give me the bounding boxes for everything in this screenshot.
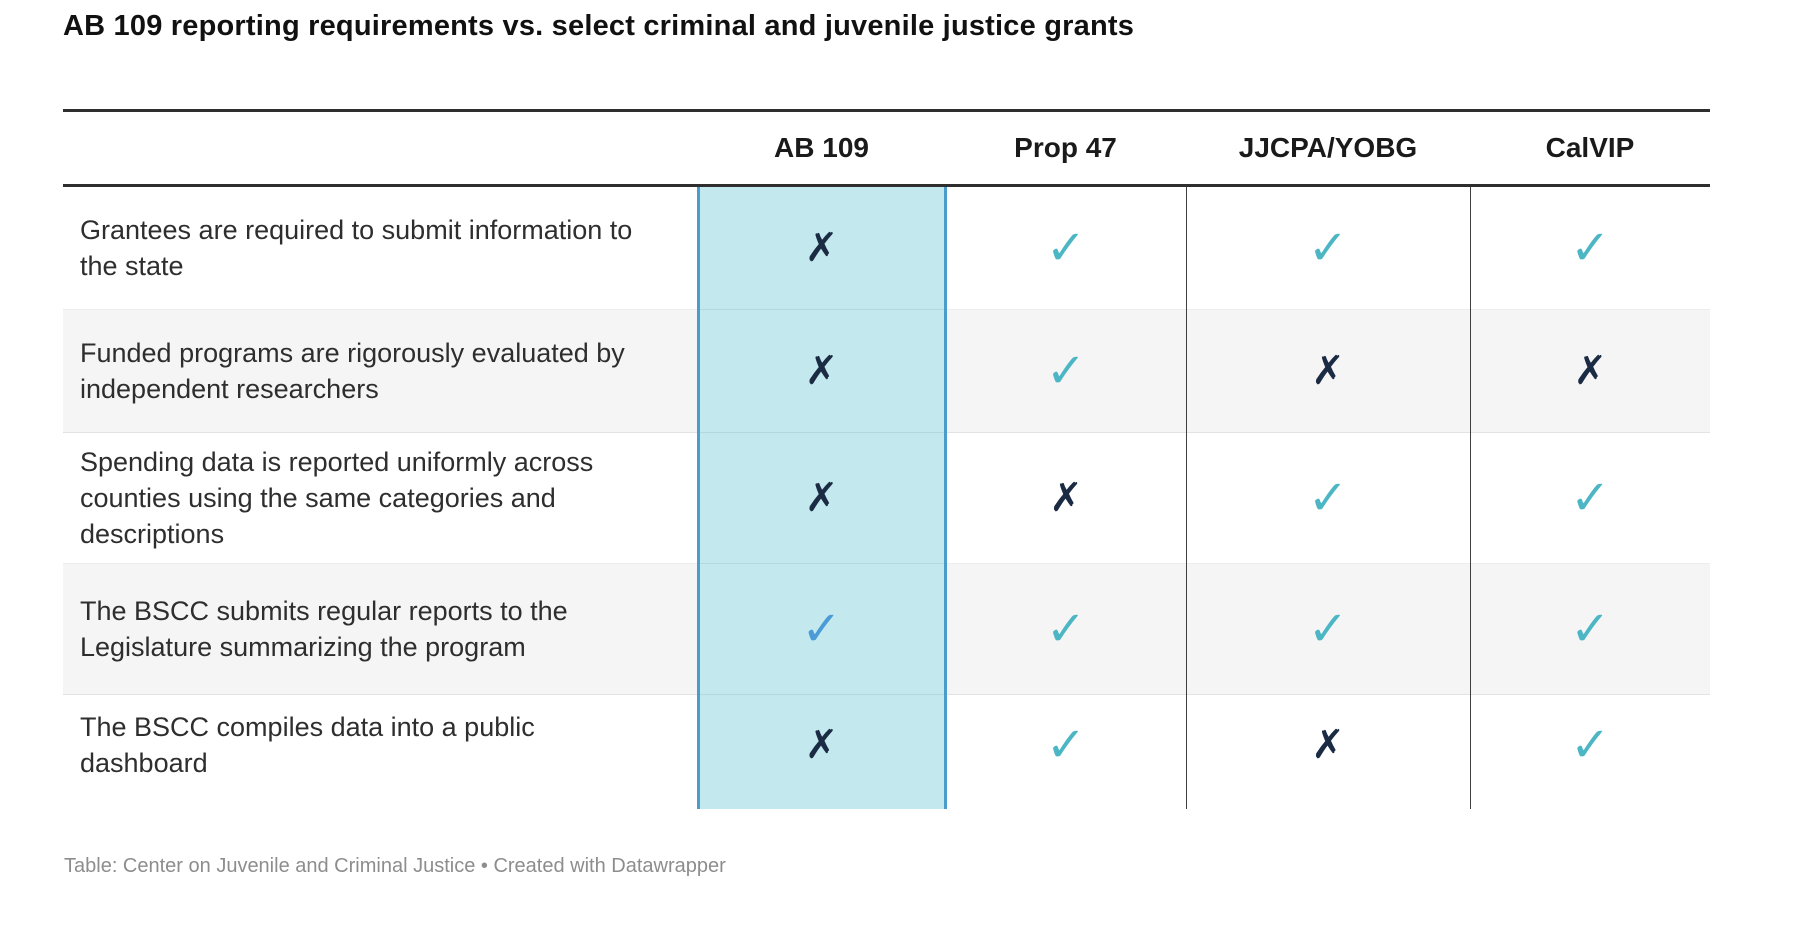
cell-calvip: ✓ — [1469, 432, 1710, 564]
row-label: Funded programs are rigorously evaluated… — [63, 309, 698, 433]
cell-ab-109: ✗ — [696, 185, 947, 310]
row-label: The BSCC compiles data into a public das… — [63, 694, 698, 795]
table-row: The BSCC submits regular reports to the … — [63, 563, 1710, 695]
spacer-cell — [696, 795, 947, 809]
check-icon: ✓ — [1570, 220, 1611, 276]
cross-icon: ✗ — [1573, 348, 1607, 394]
highlight-column-footer-spacer — [63, 795, 1710, 809]
table-row: Spending data is reported uniformly acro… — [63, 432, 1710, 564]
footer-source: Table: Center on Juvenile and Criminal J… — [64, 855, 476, 877]
cross-icon: ✗ — [804, 475, 839, 521]
cell-jjcpa-yobg: ✓ — [1185, 432, 1470, 564]
cross-icon: ✗ — [804, 225, 839, 271]
cell-prop-47: ✓ — [945, 694, 1186, 795]
cell-prop-47: ✓ — [945, 563, 1186, 695]
cross-icon: ✗ — [804, 722, 839, 768]
cell-calvip: ✓ — [1469, 185, 1710, 310]
row-label: The BSCC submits regular reports to the … — [63, 563, 698, 695]
header-row: AB 109 Prop 47 JJCPA/YOBG CalVIP — [63, 109, 1710, 187]
cell-jjcpa-yobg: ✗ — [1185, 309, 1470, 433]
column-header-criteria — [63, 109, 698, 187]
footer-credit: Table: Center on Juvenile and Criminal J… — [64, 855, 726, 878]
cell-prop-47: ✓ — [945, 186, 1186, 310]
check-icon: ✓ — [1570, 601, 1611, 657]
cell-ab-109: ✓ — [696, 563, 947, 695]
cross-icon: ✗ — [1049, 475, 1083, 521]
cell-prop-47: ✗ — [945, 432, 1186, 564]
spacer-cell — [63, 795, 698, 809]
table-row: Grantees are required to submit informat… — [63, 185, 1710, 310]
check-icon: ✓ — [1307, 220, 1349, 276]
check-icon: ✓ — [1570, 470, 1611, 526]
check-icon: ✓ — [1307, 470, 1349, 526]
cell-ab-109: ✗ — [696, 694, 947, 795]
cell-ab-109: ✗ — [696, 432, 947, 564]
cell-ab-109: ✗ — [696, 309, 947, 433]
cell-jjcpa-yobg: ✗ — [1185, 694, 1470, 795]
check-icon: ✓ — [1570, 717, 1611, 773]
check-icon: ✓ — [801, 601, 842, 657]
check-icon: ✓ — [1045, 343, 1087, 399]
cross-icon: ✗ — [804, 348, 839, 394]
check-icon: ✓ — [1307, 601, 1349, 657]
cell-prop-47: ✓ — [945, 309, 1186, 433]
spacer-cell — [945, 795, 1186, 809]
spacer-cell — [1185, 795, 1470, 809]
cell-jjcpa-yobg: ✓ — [1185, 563, 1470, 695]
footer-attribution-link[interactable]: Created with Datawrapper — [493, 855, 726, 877]
check-icon: ✓ — [1045, 601, 1087, 657]
row-label: Spending data is reported uniformly acro… — [63, 432, 698, 564]
cell-calvip: ✓ — [1469, 563, 1710, 695]
comparison-table: AB 109 Prop 47 JJCPA/YOBG CalVIP Grantees a… — [63, 109, 1710, 809]
table-body: Grantees are required to submit informat… — [63, 185, 1710, 809]
table-header: AB 109 Prop 47 JJCPA/YOBG CalVIP — [63, 109, 1710, 187]
cell-calvip: ✓ — [1469, 694, 1710, 795]
table-row: The BSCC compiles data into a public das… — [63, 694, 1710, 795]
check-icon: ✓ — [1045, 717, 1087, 773]
check-icon: ✓ — [1045, 220, 1087, 276]
cross-icon: ✗ — [1311, 722, 1345, 768]
column-header-prop-47: Prop 47 — [945, 109, 1186, 187]
column-header-jjcpa-yobg: JJCPA/YOBG — [1186, 109, 1470, 187]
cross-icon: ✗ — [1311, 348, 1345, 394]
footer-separator: • — [475, 855, 494, 877]
column-header-ab-109: AB 109 — [698, 109, 945, 187]
row-label: Grantees are required to submit informat… — [80, 215, 633, 281]
cell-calvip: ✗ — [1469, 309, 1710, 433]
chart-title: AB 109 reporting requirements vs. select… — [63, 10, 1135, 42]
table-container: AB 109 Prop 47 JJCPA/YOBG CalVIP Grantees a… — [63, 109, 1710, 809]
table-row: Funded programs are rigorously evaluated… — [63, 309, 1710, 433]
spacer-cell — [1469, 795, 1710, 809]
column-header-calvip: CalVIP — [1470, 109, 1710, 187]
cell-jjcpa-yobg: ✓ — [1185, 185, 1470, 310]
